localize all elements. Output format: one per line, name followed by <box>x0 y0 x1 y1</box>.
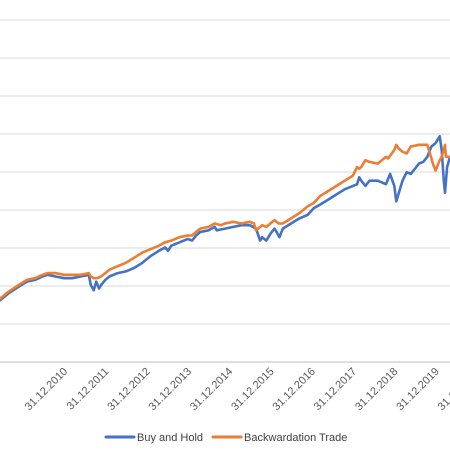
gridlines <box>0 19 450 363</box>
x-tick-label: 31.12.2015 <box>229 366 276 413</box>
plot-area <box>0 135 450 302</box>
series-line-backwardation-trade <box>0 143 450 300</box>
x-tick-label: 31.12.2010 <box>23 366 70 413</box>
x-tick-label: 31.12.2011 <box>65 366 112 413</box>
x-tick-label: 31.12.2019 <box>394 366 441 413</box>
legend-label: Buy and Hold <box>137 432 203 444</box>
x-axis-tick-labels: 31.12.201031.12.201131.12.201231.12.2013… <box>23 366 450 413</box>
x-tick-label: 31.12.2017 <box>312 366 359 413</box>
x-tick-label: 31.12.2016 <box>271 366 318 413</box>
legend: Buy and Hold Backwardation Trade <box>104 432 347 444</box>
x-tick-label: 31.12.2012 <box>105 366 152 413</box>
x-tick-label: 31.12.2018 <box>353 366 400 413</box>
x-tick-label: 31.12.2014 <box>188 366 235 413</box>
legend-label: Backwardation Trade <box>244 432 347 444</box>
x-tick-label: 31.12.2013 <box>147 366 194 413</box>
series-line-buy-and-hold <box>0 135 450 302</box>
